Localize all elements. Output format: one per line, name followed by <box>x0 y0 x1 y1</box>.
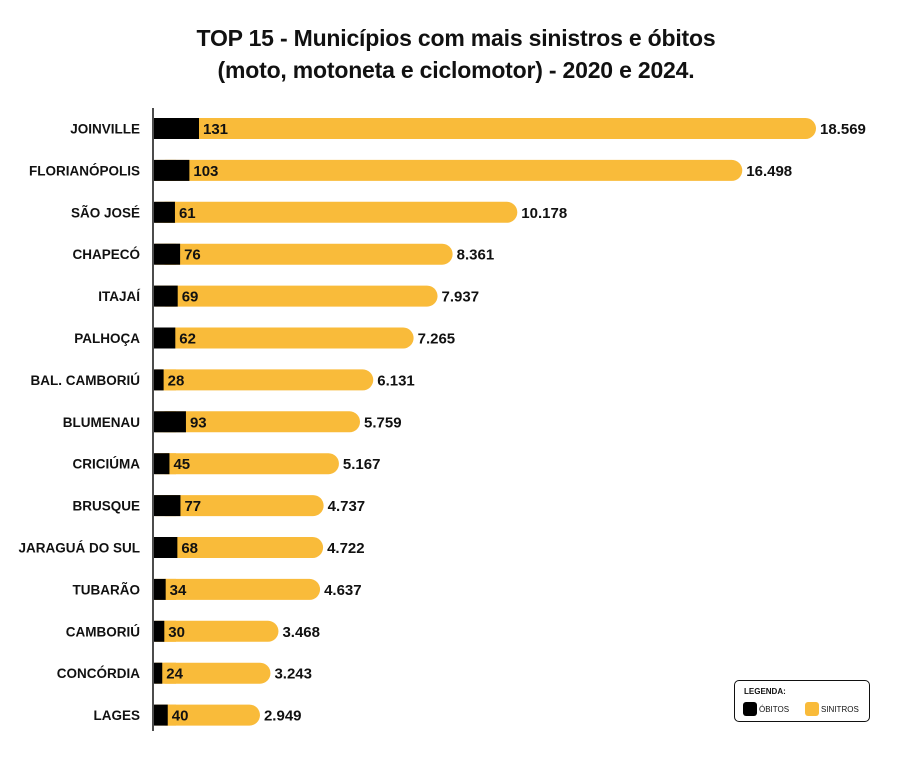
category-label-lages: LAGES <box>93 708 140 723</box>
category-label-bal-camboriu: BAL. CAMBORIÚ <box>31 373 141 388</box>
sinistros-bar-chapeco <box>155 243 453 265</box>
sinistros-value-camboriu: 3.468 <box>282 624 320 641</box>
sinistros-bar-palhoca <box>155 327 414 349</box>
sinistros-bar-brusque <box>155 495 324 517</box>
obitos-value-camboriu: 30 <box>168 624 185 641</box>
legend-label-sinistros: SINITROS <box>821 704 859 714</box>
obitos-value-sao-jose: 61 <box>179 205 196 222</box>
sinistros-value-chapeco: 8.361 <box>457 247 495 264</box>
category-label-tubarao: TUBARÃO <box>73 582 141 597</box>
sinistros-bar-camboriu <box>155 620 279 642</box>
category-label-jaragua-do-sul: JARAGUÁ DO SUL <box>18 541 140 556</box>
chart-title-line-1: TOP 15 - Municípios com mais sinistros e… <box>196 25 716 51</box>
obitos-value-lages: 40 <box>172 708 189 725</box>
category-label-joinville: JOINVILLE <box>70 122 140 137</box>
sinistros-value-criciuma: 5.167 <box>343 456 381 473</box>
sinistros-value-palhoca: 7.265 <box>418 331 456 348</box>
sinistros-value-lages: 2.949 <box>264 708 302 725</box>
obitos-value-tubarao: 34 <box>170 582 187 599</box>
category-label-criciuma: CRICIÚMA <box>73 457 141 472</box>
sinistros-bar-criciuma <box>155 453 339 475</box>
sinistros-value-tubarao: 4.637 <box>324 582 362 599</box>
obitos-value-chapeco: 76 <box>184 247 201 264</box>
obitos-bar-sao-jose <box>154 201 175 223</box>
sinistros-bar-jaragua-do-sul <box>155 537 324 558</box>
sinistros-value-itajai: 7.937 <box>442 289 480 306</box>
obitos-value-palhoca: 62 <box>179 331 196 348</box>
sinistros-value-brusque: 4.737 <box>328 498 366 515</box>
sinistros-bar-bal-camboriu <box>155 369 374 391</box>
chart-title-line-2: (moto, motoneta e ciclomotor) - 2020 e 2… <box>217 57 695 83</box>
chart-title: TOP 15 - Municípios com mais sinistros e… <box>0 22 912 86</box>
sinistros-value-blumenau: 5.759 <box>364 414 402 431</box>
sinistros-bar-blumenau <box>155 411 361 433</box>
sinistros-bar-sao-jose <box>155 201 518 223</box>
obitos-bar-lages <box>154 704 168 726</box>
sinistros-value-jaragua-do-sul: 4.722 <box>327 540 365 557</box>
obitos-value-joinville: 131 <box>203 121 228 138</box>
obitos-value-itajai: 69 <box>182 289 199 306</box>
obitos-bar-brusque <box>154 495 181 517</box>
sinistros-bar-itajai <box>155 285 438 307</box>
obitos-bar-tubarao <box>154 578 166 600</box>
obitos-bar-jaragua-do-sul <box>154 537 178 558</box>
obitos-value-bal-camboriu: 28 <box>168 372 185 389</box>
category-label-camboriu: CAMBORIÚ <box>66 624 140 639</box>
obitos-bar-camboriu <box>154 620 165 642</box>
obitos-bar-joinville <box>154 118 199 139</box>
obitos-bar-blumenau <box>154 411 186 433</box>
obitos-bar-chapeco <box>154 243 181 265</box>
legend-swatch-sinistros <box>805 702 819 716</box>
sinistros-bar-lages <box>155 704 260 726</box>
obitos-value-jaragua-do-sul: 68 <box>181 540 198 557</box>
obitos-value-criciuma: 45 <box>173 456 190 473</box>
legend: LEGENDA: ÓBITOS SINITROS <box>734 680 870 722</box>
legend-swatch-obitos <box>743 702 757 716</box>
sinistros-bar-tubarao <box>155 578 321 600</box>
sinistros-value-florianopolis: 16.498 <box>746 163 792 180</box>
category-label-sao-jose: SÃO JOSÉ <box>71 205 140 220</box>
sinistros-bar-florianopolis <box>155 159 743 181</box>
obitos-value-concordia: 24 <box>166 666 183 683</box>
category-label-concordia: CONCÓRDIA <box>57 666 140 681</box>
sinistros-value-joinville: 18.569 <box>820 121 866 138</box>
legend-title: LEGENDA: <box>744 687 786 696</box>
sinistros-value-concordia: 3.243 <box>274 666 312 683</box>
sinistros-bar-concordia <box>155 662 271 684</box>
sinistros-value-bal-camboriu: 6.131 <box>377 372 415 389</box>
category-label-itajai: ITAJAÍ <box>98 289 141 304</box>
obitos-bar-palhoca <box>154 327 176 349</box>
category-label-brusque: BRUSQUE <box>72 499 140 514</box>
legend-label-obitos: ÓBITOS <box>759 704 790 714</box>
category-label-florianopolis: FLORIANÓPOLIS <box>29 163 140 178</box>
bars-layer: JOINVILLE 131 18.569 FLORIANÓPOLIS 103 16.498… <box>18 118 866 726</box>
obitos-bar-concordia <box>154 662 163 684</box>
obitos-bar-criciuma <box>154 453 170 475</box>
obitos-value-florianopolis: 103 <box>193 163 218 180</box>
obitos-value-brusque: 77 <box>184 498 201 515</box>
sinistros-bar-joinville <box>155 118 816 139</box>
obitos-bar-bal-camboriu <box>154 369 164 391</box>
category-label-palhoca: PALHOÇA <box>74 331 140 346</box>
sinistros-value-sao-jose: 10.178 <box>521 205 567 222</box>
category-label-chapeco: CHAPECÓ <box>72 247 140 262</box>
legend-item-sinistros: SINITROS <box>805 702 859 716</box>
category-label-blumenau: BLUMENAU <box>63 415 140 430</box>
obitos-value-blumenau: 93 <box>190 414 207 431</box>
obitos-bar-itajai <box>154 285 178 307</box>
obitos-bar-florianopolis <box>154 159 190 181</box>
legend-item-obitos: ÓBITOS <box>743 702 789 716</box>
